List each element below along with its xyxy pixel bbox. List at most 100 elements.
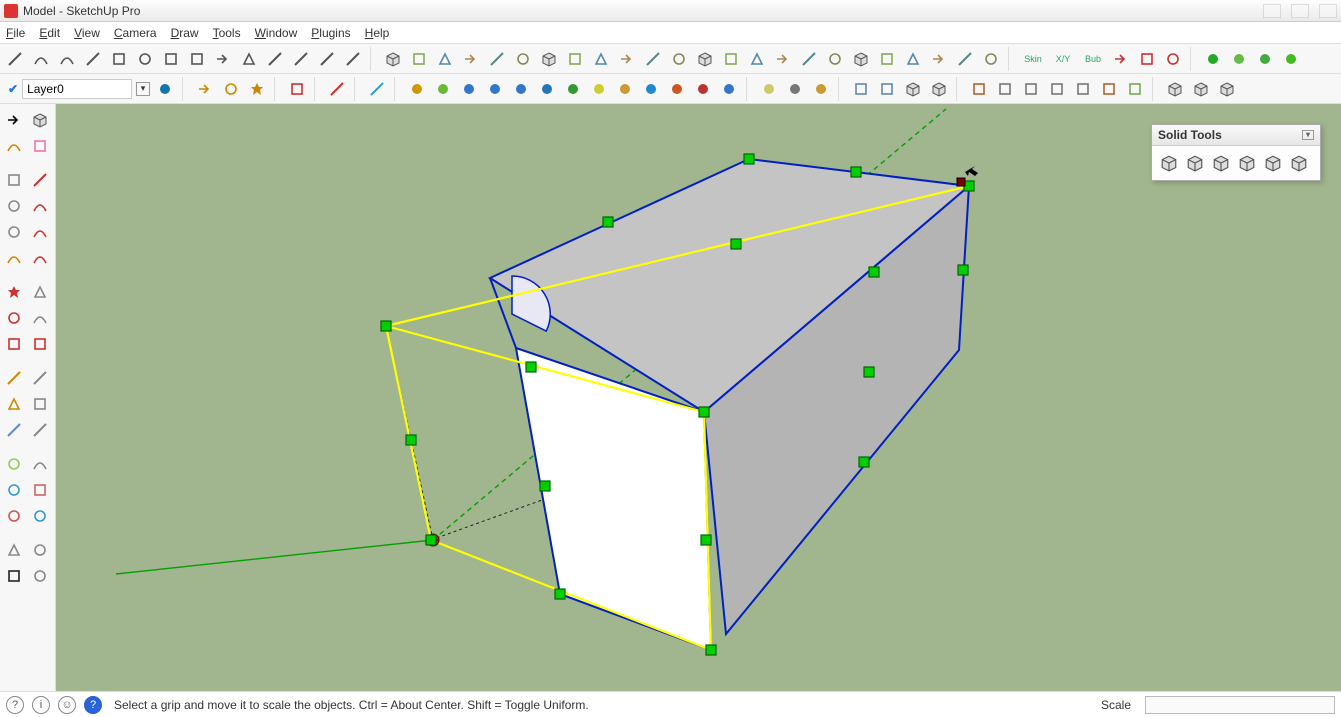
tb2-dim[interactable] xyxy=(326,78,348,100)
tb2-circ-11[interactable] xyxy=(692,78,714,100)
tb2-book-3[interactable] xyxy=(1046,78,1068,100)
menu-help[interactable]: Help xyxy=(365,26,390,40)
orbit-tool[interactable] xyxy=(2,452,26,476)
menu-file[interactable]: File xyxy=(6,26,25,40)
pie-tool[interactable] xyxy=(28,246,52,270)
tb1-draw-4[interactable] xyxy=(108,48,130,70)
zoom-tool[interactable] xyxy=(2,478,26,502)
tb2-circ-2[interactable] xyxy=(458,78,480,100)
eraser-tool[interactable] xyxy=(28,134,52,158)
model-viewport[interactable] xyxy=(56,104,1341,691)
pan-tool[interactable] xyxy=(28,452,52,476)
scale-tool[interactable] xyxy=(2,332,26,356)
menu-window[interactable]: Window xyxy=(255,26,298,40)
line-tool[interactable] xyxy=(28,168,52,192)
tb1-mid-20[interactable] xyxy=(902,48,924,70)
tb1-mid-3[interactable] xyxy=(460,48,482,70)
tb1-draw-10[interactable] xyxy=(264,48,286,70)
tb2-circ-7[interactable] xyxy=(588,78,610,100)
layer-visible-icon[interactable]: ✔ xyxy=(8,82,18,96)
tb2-dot-1[interactable] xyxy=(784,78,806,100)
tb1-mid-21[interactable] xyxy=(928,48,950,70)
zoomextents-tool[interactable] xyxy=(28,504,52,528)
menu-camera[interactable]: Camera xyxy=(114,26,157,40)
tb2-layercolor[interactable] xyxy=(154,78,176,100)
tb1-right-0[interactable] xyxy=(1110,48,1132,70)
tb1-label-skin[interactable]: Skin xyxy=(1020,48,1046,70)
followme-tool[interactable] xyxy=(28,306,52,330)
tb2-circ-12[interactable] xyxy=(718,78,740,100)
tb2-geo-1[interactable] xyxy=(876,78,898,100)
solid-tool-1[interactable] xyxy=(1184,152,1206,174)
tb1-draw-8[interactable] xyxy=(212,48,234,70)
position-camera-tool[interactable] xyxy=(2,538,26,562)
menu-view[interactable]: View xyxy=(74,26,100,40)
tb1-draw-0[interactable] xyxy=(4,48,26,70)
maximize-button[interactable] xyxy=(1291,4,1309,18)
canvas[interactable]: Solid Tools ▾ xyxy=(56,104,1341,691)
solid-tool-3[interactable] xyxy=(1236,152,1258,174)
tb1-mid-0[interactable] xyxy=(382,48,404,70)
tb2-a-1[interactable] xyxy=(220,78,242,100)
prev-tool[interactable] xyxy=(2,504,26,528)
freehand-tool[interactable] xyxy=(28,194,52,218)
tape-tool[interactable] xyxy=(2,366,26,390)
tb2-circ-3[interactable] xyxy=(484,78,506,100)
status-icon-2[interactable]: i xyxy=(32,696,50,714)
tb1-green-2[interactable] xyxy=(1254,48,1276,70)
walk-tool[interactable] xyxy=(2,564,26,588)
tb1-draw-5[interactable] xyxy=(134,48,156,70)
polygon-tool[interactable] xyxy=(2,220,26,244)
tb1-mid-9[interactable] xyxy=(616,48,638,70)
tb1-draw-7[interactable] xyxy=(186,48,208,70)
tb1-green-0[interactable] xyxy=(1202,48,1224,70)
panel-header[interactable]: Solid Tools ▾ xyxy=(1152,125,1320,146)
scale-input[interactable] xyxy=(1145,696,1335,714)
tb1-mid-10[interactable] xyxy=(642,48,664,70)
tb2-book-6[interactable] xyxy=(1124,78,1146,100)
menu-tools[interactable]: Tools xyxy=(213,26,241,40)
solid-tool-4[interactable] xyxy=(1262,152,1284,174)
tb1-mid-13[interactable] xyxy=(720,48,742,70)
tb2-book-1[interactable] xyxy=(994,78,1016,100)
status-icon-3[interactable]: ☺ xyxy=(58,696,76,714)
tb1-label-x/y[interactable]: X/Y xyxy=(1050,48,1076,70)
tb1-mid-2[interactable] xyxy=(434,48,456,70)
tb1-draw-13[interactable] xyxy=(342,48,364,70)
lookaround-tool[interactable] xyxy=(28,538,52,562)
tb1-draw-6[interactable] xyxy=(160,48,182,70)
status-icon-help[interactable]: ? xyxy=(84,696,102,714)
tb1-mid-7[interactable] xyxy=(564,48,586,70)
solid-tools-panel[interactable]: Solid Tools ▾ xyxy=(1151,124,1321,181)
menu-edit[interactable]: Edit xyxy=(39,26,60,40)
layer-dropdown-icon[interactable]: ▾ xyxy=(136,82,150,96)
tb2-circ-1[interactable] xyxy=(432,78,454,100)
solid-tool-2[interactable] xyxy=(1210,152,1232,174)
select-tool[interactable] xyxy=(2,108,26,132)
move-tool[interactable] xyxy=(2,280,26,304)
tb2-circ-0[interactable] xyxy=(406,78,428,100)
tb1-mid-15[interactable] xyxy=(772,48,794,70)
solid-tool-0[interactable] xyxy=(1158,152,1180,174)
tb1-mid-6[interactable] xyxy=(538,48,560,70)
tb2-dot-0[interactable] xyxy=(758,78,780,100)
text-tool[interactable] xyxy=(28,392,52,416)
tb1-mid-8[interactable] xyxy=(590,48,612,70)
circle-tool[interactable] xyxy=(2,194,26,218)
tb2-book-2[interactable] xyxy=(1020,78,1042,100)
tb1-right-1[interactable] xyxy=(1136,48,1158,70)
tb1-draw-2[interactable] xyxy=(56,48,78,70)
tb1-right-2[interactable] xyxy=(1162,48,1184,70)
tb2-dot-2[interactable] xyxy=(810,78,832,100)
component-tool[interactable] xyxy=(28,108,52,132)
tb1-mid-23[interactable] xyxy=(980,48,1002,70)
tb2-geo-3[interactable] xyxy=(928,78,950,100)
tb1-draw-3[interactable] xyxy=(82,48,104,70)
tb2-cube-2[interactable] xyxy=(1216,78,1238,100)
rectangle-tool[interactable] xyxy=(2,168,26,192)
sectionplane-tool[interactable] xyxy=(28,564,52,588)
tb2-cube-1[interactable] xyxy=(1190,78,1212,100)
tb1-mid-22[interactable] xyxy=(954,48,976,70)
pushpull-tool[interactable] xyxy=(28,280,52,304)
close-button[interactable] xyxy=(1319,4,1337,18)
